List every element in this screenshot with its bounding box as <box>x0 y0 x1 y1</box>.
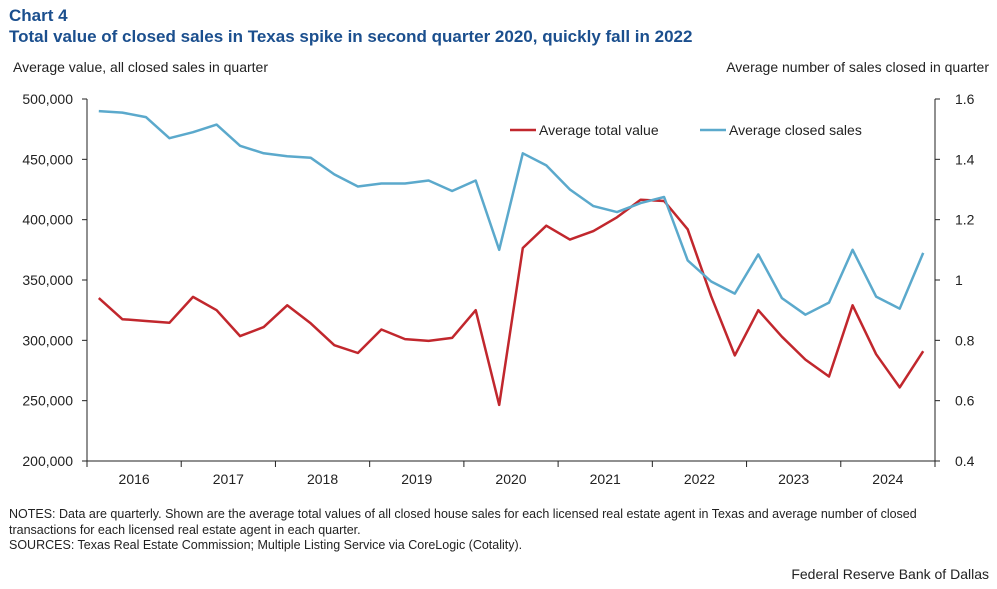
year-label: 2024 <box>872 471 903 487</box>
legend-label: Average closed sales <box>729 122 862 138</box>
left-tick-label: 250,000 <box>22 393 73 409</box>
year-label: 2023 <box>778 471 809 487</box>
year-label: 2021 <box>590 471 621 487</box>
chart-canvas: 500,000 450,000 400,000 350,000 300,000 250,0… <box>22 91 975 487</box>
year-label: 2019 <box>401 471 432 487</box>
left-tick-label: 400,000 <box>22 212 73 228</box>
left-tick-label: 200,000 <box>22 453 73 469</box>
year-label: 2016 <box>119 471 150 487</box>
right-tick-label: 1.2 <box>955 212 975 228</box>
left-tick-label: 300,000 <box>22 332 73 348</box>
year-label: 2017 <box>213 471 244 487</box>
chart-number: Chart 4 <box>9 6 68 25</box>
left-tick-label: 350,000 <box>22 272 73 288</box>
year-label: 2018 <box>307 471 338 487</box>
left-tick-label: 450,000 <box>22 151 73 167</box>
right-axis-title: Average number of sales closed in quarte… <box>726 59 989 75</box>
right-tick-label: 1.6 <box>955 91 975 107</box>
left-tick-label: 500,000 <box>22 91 73 107</box>
left-axis-title: Average value, all closed sales in quart… <box>13 59 269 75</box>
chart-notes: NOTES: Data are quarterly. Shown are the… <box>9 507 984 554</box>
year-label: 2020 <box>495 471 526 487</box>
right-tick-label: 0.6 <box>955 393 975 409</box>
right-tick-label: 1.4 <box>955 151 975 167</box>
right-tick-label: 0.8 <box>955 332 975 348</box>
right-tick-label: 0.4 <box>955 453 975 469</box>
series-line-average-closed-sales <box>98 109 925 316</box>
right-tick-label: 1 <box>955 272 963 288</box>
legend-label: Average total value <box>539 122 659 138</box>
source-credit: Federal Reserve Bank of Dallas <box>791 566 989 582</box>
chart-title: Total value of closed sales in Texas spi… <box>9 27 693 46</box>
series-line-average-total-value <box>97 198 925 407</box>
sources-text: SOURCES: Texas Real Estate Commission; M… <box>9 538 523 552</box>
year-label: 2022 <box>684 471 715 487</box>
notes-text: NOTES: Data are quarterly. Shown are the… <box>9 507 917 537</box>
